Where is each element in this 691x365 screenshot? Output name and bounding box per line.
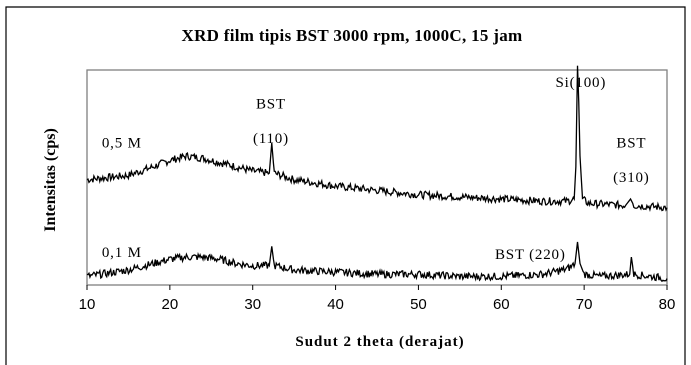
x-tick-label: 70 [576, 296, 593, 313]
peak-annotation: 0,5 M [102, 135, 142, 151]
x-tick-label: 40 [327, 296, 344, 313]
series-line-0 [86, 65, 668, 213]
peak-annotation: BST [256, 97, 286, 113]
series-line-1 [86, 241, 668, 283]
peak-annotation: 0,1 M [102, 245, 142, 261]
peak-annotation: BST [616, 135, 646, 151]
x-tick-label: 80 [659, 296, 676, 313]
y-axis-label: Intensitas (cps) [42, 128, 59, 232]
peak-annotation: (310) [613, 170, 650, 186]
peak-annotation: BST (220) [495, 247, 566, 263]
peak-annotation: Si(100) [556, 75, 607, 91]
peak-annotation: (110) [253, 131, 289, 147]
annotation-group: 0,5 M BST (110) Si(100) BST (310) 0,1 M BST (22… [102, 75, 650, 263]
figure-border [5, 6, 686, 365]
x-tick-label: 60 [493, 296, 510, 313]
plot-area [86, 69, 668, 286]
x-axis-label: Sudut 2 theta (derajat) [295, 334, 464, 350]
x-tick-label: 20 [162, 296, 179, 313]
x-tick-label: 30 [244, 296, 261, 313]
x-tick-label: 10 [79, 296, 96, 313]
chart-title: XRD film tipis BST 3000 rpm, 1000C, 15 j… [182, 26, 523, 45]
x-axis-ticks: 10 20 30 40 50 60 70 80 [79, 285, 676, 313]
x-tick-label: 50 [410, 296, 427, 313]
series-group [86, 65, 668, 283]
